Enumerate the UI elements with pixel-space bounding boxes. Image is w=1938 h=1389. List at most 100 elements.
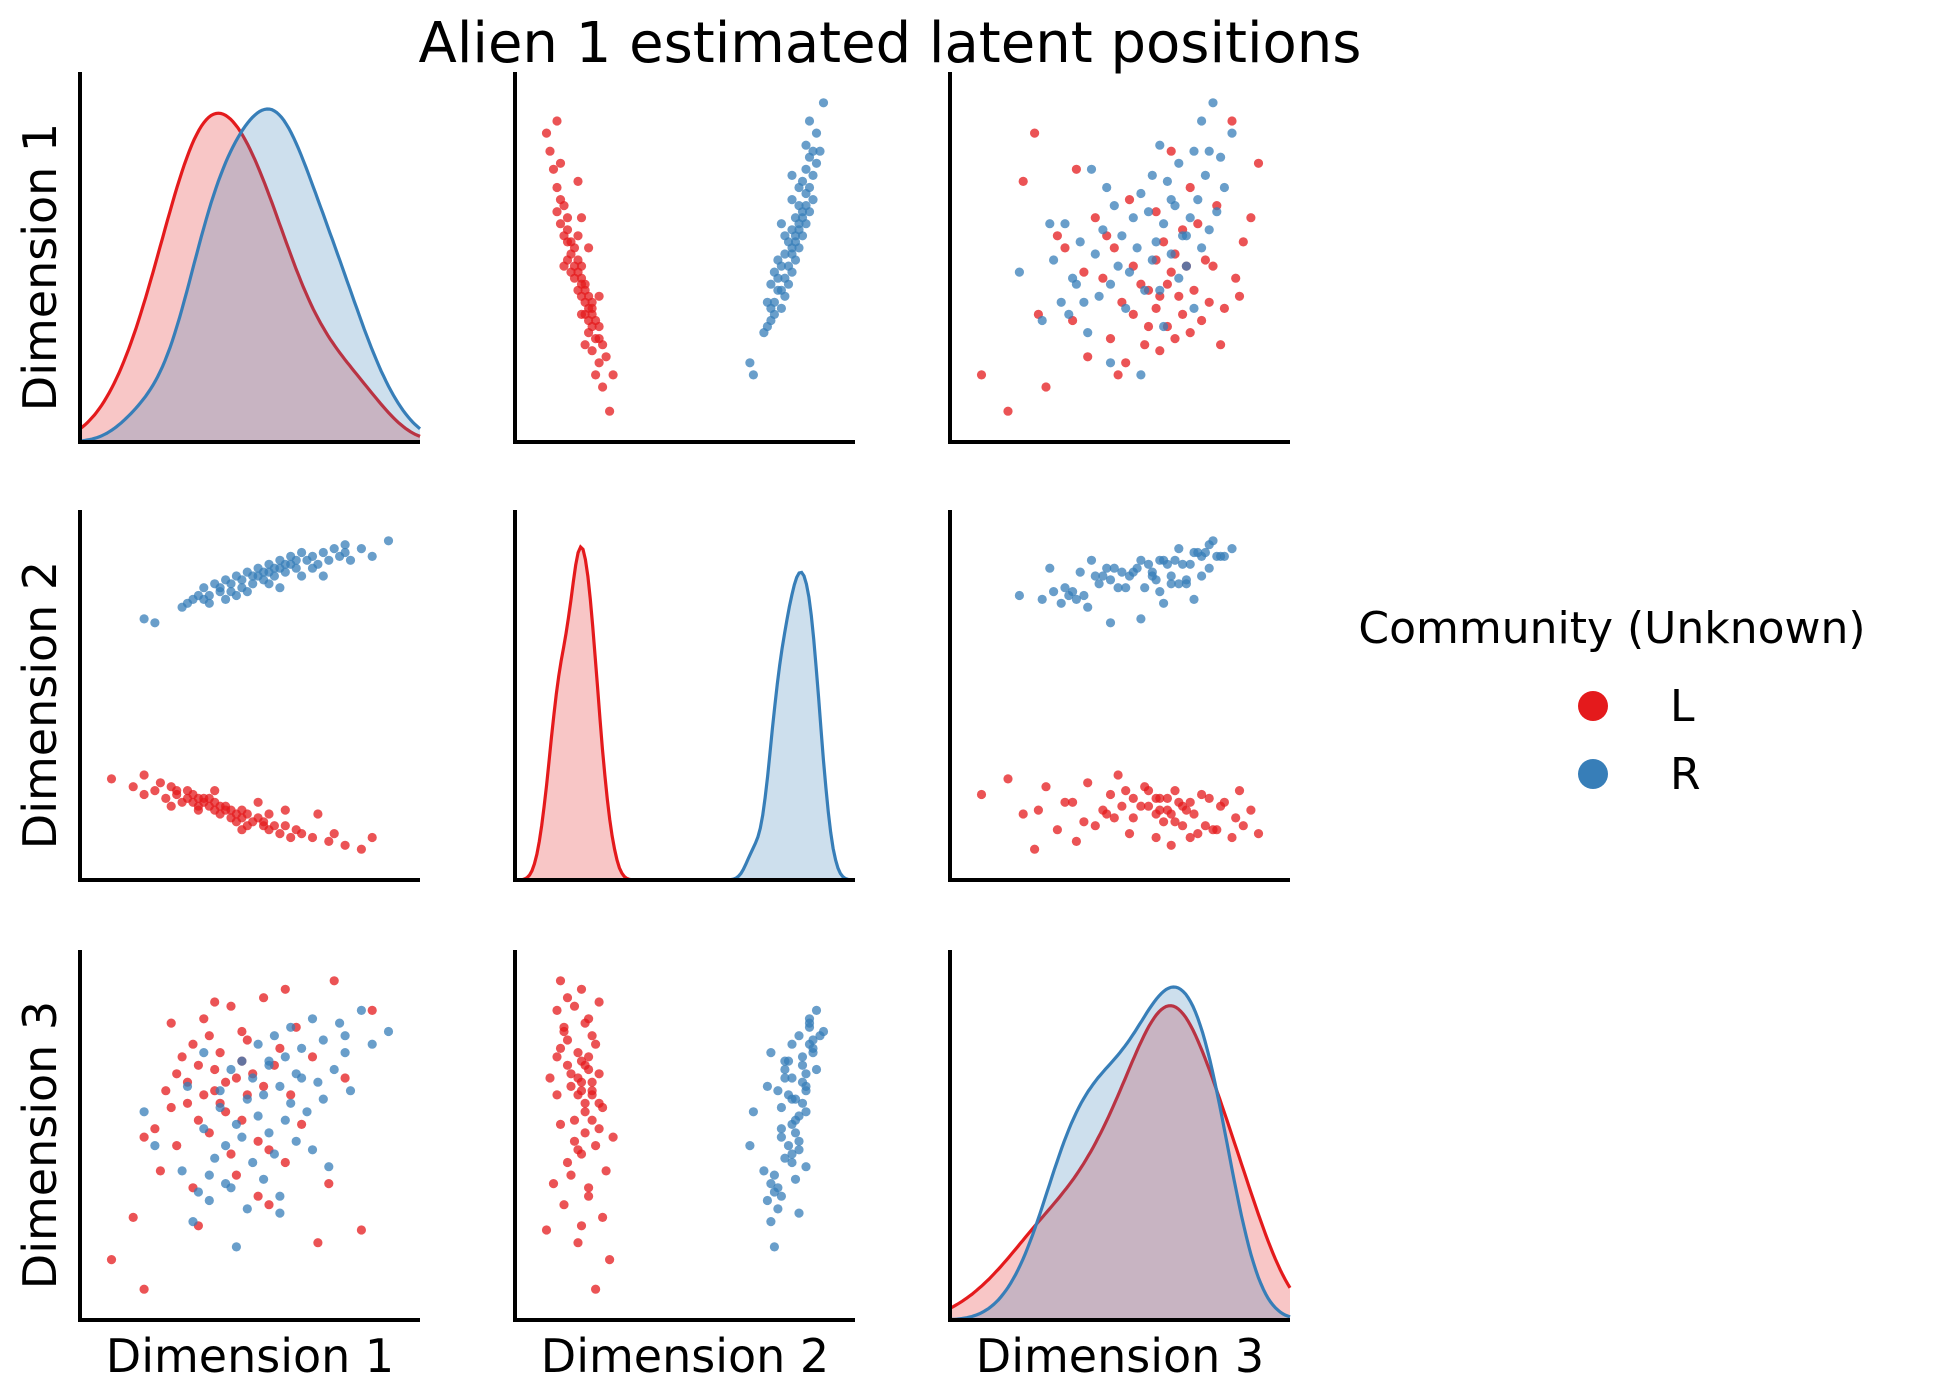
point-L-34 xyxy=(1200,821,1210,831)
axis-spines xyxy=(948,510,1290,882)
point-R-48 xyxy=(1227,128,1237,138)
point-L-44 xyxy=(552,207,562,217)
point-L-30 xyxy=(573,1073,583,1083)
point-L-46 xyxy=(297,1119,307,1129)
kde-line-L-dim3 xyxy=(949,1004,1292,1310)
point-R-27 xyxy=(790,1128,801,1138)
point-R-4 xyxy=(182,1081,193,1091)
kde-fill-L-dim3 xyxy=(950,1005,1290,1320)
point-L-4 xyxy=(976,370,987,380)
point-R-60 xyxy=(1204,146,1214,156)
point-L-43 xyxy=(1090,213,1100,223)
point-L-2 xyxy=(128,1212,138,1222)
point-R-20 xyxy=(1090,571,1100,581)
point-R-2 xyxy=(1105,618,1116,628)
point-R-11 xyxy=(215,1086,225,1096)
point-R-10 xyxy=(1094,579,1104,589)
axis-spines xyxy=(948,950,1290,1322)
point-L-46 xyxy=(555,195,566,205)
point-R-48 xyxy=(356,1005,366,1016)
point-R-42 xyxy=(808,170,818,180)
point-L-1 xyxy=(605,406,615,416)
point-R-6 xyxy=(193,1187,203,1197)
point-R-55 xyxy=(297,571,307,581)
panel-r3-c1 xyxy=(78,950,420,1322)
panel-r2-c3 xyxy=(948,510,1290,882)
point-R-21 xyxy=(248,1073,258,1083)
point-R-3 xyxy=(759,1166,769,1176)
point-L-17 xyxy=(193,1060,203,1070)
point-R-51 xyxy=(204,598,214,608)
point-L-44 xyxy=(1151,207,1161,217)
point-R-56 xyxy=(1102,182,1112,193)
point-R-46 xyxy=(1189,547,1199,558)
point-R-12 xyxy=(215,1102,225,1113)
point-L-39 xyxy=(566,1081,576,1091)
point-R-53 xyxy=(1049,255,1059,265)
point-R-53 xyxy=(242,587,252,597)
point-R-15 xyxy=(773,1183,783,1193)
point-R-49 xyxy=(804,1039,815,1049)
point-L-46 xyxy=(555,1119,566,1129)
point-R-37 xyxy=(794,1136,804,1146)
point-R-58 xyxy=(221,1179,231,1189)
panel-r2-c1 xyxy=(78,510,420,882)
point-R-23 xyxy=(787,1039,797,1049)
point-R-8 xyxy=(776,1124,787,1134)
point-R-55 xyxy=(1166,571,1176,581)
legend-label-L: L xyxy=(1670,681,1695,732)
point-L-1 xyxy=(1003,406,1013,416)
point-L-48 xyxy=(324,1179,334,1189)
point-L-55 xyxy=(1208,261,1218,271)
point-L-55 xyxy=(559,261,569,271)
panel-r1-c3 xyxy=(948,72,1290,444)
point-R-59 xyxy=(275,583,285,593)
point-L-37 xyxy=(569,1136,580,1146)
point-R-31 xyxy=(1045,219,1055,229)
point-R-10 xyxy=(1094,291,1104,301)
point-R-49 xyxy=(367,1039,377,1049)
point-R-34 xyxy=(286,1022,296,1032)
point-L-5 xyxy=(150,786,160,796)
point-L-39 xyxy=(1159,817,1169,827)
point-R-16 xyxy=(1124,267,1135,277)
point-L-17 xyxy=(1178,309,1188,319)
point-R-5 xyxy=(1037,315,1047,326)
point-R-39 xyxy=(1136,188,1146,199)
point-R-37 xyxy=(291,563,301,573)
point-L-25 xyxy=(215,1048,225,1058)
point-R-53 xyxy=(773,255,783,265)
point-R-42 xyxy=(318,1035,328,1045)
point-L-53 xyxy=(280,984,290,994)
point-L-51 xyxy=(1227,116,1237,126)
point-L-12 xyxy=(1143,786,1154,796)
point-R-26 xyxy=(797,1060,808,1070)
point-L-52 xyxy=(313,1238,323,1248)
point-L-6 xyxy=(155,1166,165,1176)
point-R-45 xyxy=(1216,152,1226,162)
point-R-7 xyxy=(199,1048,209,1058)
point-L-30 xyxy=(1166,809,1176,819)
point-R-29 xyxy=(787,1149,797,1159)
point-L-27 xyxy=(1162,279,1172,289)
y-axis-label: Dimension 1 xyxy=(13,123,67,411)
point-L-44 xyxy=(1151,832,1161,843)
point-R-18 xyxy=(237,1132,247,1142)
axis-spines xyxy=(78,510,420,882)
point-L-24 xyxy=(1143,801,1154,811)
point-L-43 xyxy=(280,1157,290,1168)
point-R-8 xyxy=(1121,303,1131,313)
point-L-59 xyxy=(594,291,604,301)
axis-spines xyxy=(513,510,855,882)
point-R-52 xyxy=(1014,590,1024,601)
point-L-38 xyxy=(259,993,269,1003)
point-R-31 xyxy=(794,1208,804,1218)
point-R-57 xyxy=(1147,571,1157,581)
point-L-57 xyxy=(1033,805,1043,815)
point-L-10 xyxy=(591,1141,601,1151)
point-L-21 xyxy=(1204,297,1214,307)
point-L-51 xyxy=(1227,832,1237,843)
point-L-31 xyxy=(566,1170,576,1180)
point-L-11 xyxy=(1185,328,1195,338)
point-L-42 xyxy=(1193,219,1203,229)
